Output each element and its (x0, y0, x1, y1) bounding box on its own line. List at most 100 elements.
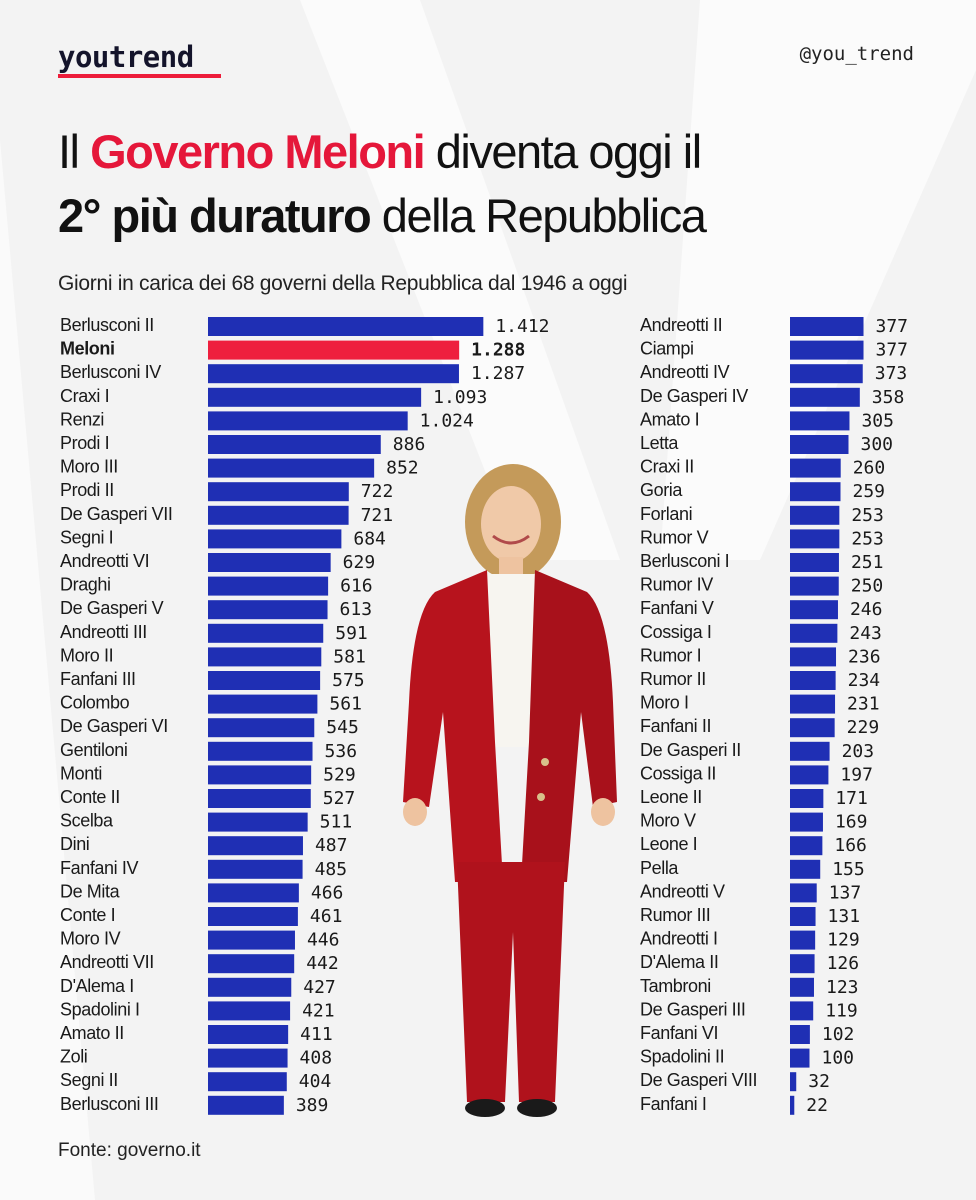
category-label: Leone II (640, 787, 702, 807)
value-label: 684 (353, 528, 386, 549)
logo-underline (58, 74, 221, 78)
category-label: De Gasperi VIII (640, 1070, 757, 1090)
category-label: Tambroni (640, 976, 711, 996)
value-label: 616 (340, 576, 373, 597)
value-label: 229 (847, 717, 880, 738)
value-label: 300 (861, 434, 894, 455)
value-label: 250 (851, 576, 884, 597)
value-label: 131 (828, 906, 861, 927)
value-label: 487 (315, 835, 348, 856)
data-bar (790, 718, 835, 738)
value-label: 234 (848, 670, 881, 691)
data-bar (208, 529, 342, 549)
category-label: Conte II (60, 787, 120, 807)
category-label: Fanfani II (640, 716, 711, 736)
data-bar (790, 435, 849, 454)
category-label: Berlusconi I (640, 551, 729, 571)
value-label: 575 (332, 670, 365, 691)
data-bar (790, 458, 841, 478)
category-label: Fanfani I (640, 1094, 706, 1114)
data-bar (208, 553, 331, 572)
category-label: Andreotti II (640, 315, 722, 335)
value-label: 253 (851, 528, 884, 549)
data-bar (208, 954, 295, 974)
value-label: 722 (361, 481, 394, 502)
category-label: D'Alema I (60, 976, 134, 996)
data-bar (790, 907, 816, 926)
category-label: Letta (640, 433, 679, 453)
data-bar (790, 836, 823, 856)
category-label: Zoli (60, 1047, 87, 1067)
value-label: 243 (849, 623, 882, 644)
value-label: 155 (832, 859, 865, 880)
data-bar (208, 907, 298, 926)
category-label: Craxi II (640, 457, 694, 477)
data-bar (790, 364, 863, 384)
category-label: Goria (640, 480, 683, 500)
category-label: De Gasperi VII (60, 504, 172, 524)
data-bar (790, 954, 815, 974)
category-label: Cossiga II (640, 763, 716, 783)
category-label: Rumor II (640, 669, 706, 689)
category-label: Segni I (60, 527, 113, 547)
value-label: 251 (851, 552, 884, 573)
data-bar (790, 859, 821, 879)
category-label: Forlani (640, 504, 692, 524)
title-prefix: Il (58, 125, 91, 178)
data-bar (208, 576, 329, 596)
category-label: Scelba (60, 811, 114, 831)
value-label: 421 (302, 1000, 335, 1021)
data-bar (790, 1048, 810, 1068)
data-bar (790, 529, 840, 549)
data-bar (790, 1025, 810, 1044)
category-label: Andreotti V (640, 881, 725, 901)
value-label: 629 (343, 552, 376, 573)
value-label: 137 (829, 882, 862, 903)
value-label: 260 (853, 458, 886, 479)
data-bar (208, 1095, 284, 1115)
value-label: 561 (329, 694, 362, 715)
data-bar (208, 741, 313, 761)
category-label: De Mita (60, 881, 121, 901)
value-label: 1.287 (471, 363, 525, 384)
person-in-red-suit-image (403, 464, 617, 1117)
data-bar (790, 930, 816, 950)
data-bar (208, 387, 422, 407)
data-bar (208, 836, 303, 856)
value-label: 377 (876, 316, 909, 337)
category-label: Spadolini II (640, 1047, 724, 1067)
category-label: Fanfani V (640, 598, 714, 618)
value-label: 231 (847, 694, 880, 715)
social-handle: @you_trend (799, 43, 914, 65)
category-label: Amato I (640, 409, 699, 429)
title-line2-suffix: della Repubblica (370, 189, 707, 242)
category-label: De Gasperi VI (60, 716, 168, 736)
category-label: Fanfani III (60, 669, 136, 689)
data-bar (790, 623, 838, 643)
data-bar (208, 812, 308, 832)
value-label: 305 (861, 410, 894, 431)
data-bar (790, 576, 839, 596)
value-label: 259 (853, 481, 886, 502)
page-title: Il Governo Meloni diventa oggi il 2° più… (58, 120, 938, 248)
value-label: 581 (333, 646, 366, 667)
category-label: Andreotti VI (60, 551, 149, 571)
data-bar (790, 387, 860, 407)
value-label: 169 (835, 812, 868, 833)
data-bar (790, 1072, 797, 1092)
category-label: Segni II (60, 1070, 118, 1090)
data-bar (790, 694, 836, 714)
value-label: 100 (822, 1048, 855, 1069)
value-label: 852 (386, 458, 419, 479)
data-bar (208, 458, 375, 478)
title-line1-suffix: diventa oggi il (424, 125, 702, 178)
category-label: Andreotti VII (60, 952, 154, 972)
category-label: Rumor III (640, 905, 710, 925)
category-label: Moro I (640, 693, 689, 713)
value-label: 377 (876, 340, 909, 361)
category-label: Berlusconi IV (60, 362, 161, 382)
value-label: 197 (840, 764, 873, 785)
value-label: 22 (806, 1095, 828, 1116)
category-label: De Gasperi III (640, 999, 745, 1019)
